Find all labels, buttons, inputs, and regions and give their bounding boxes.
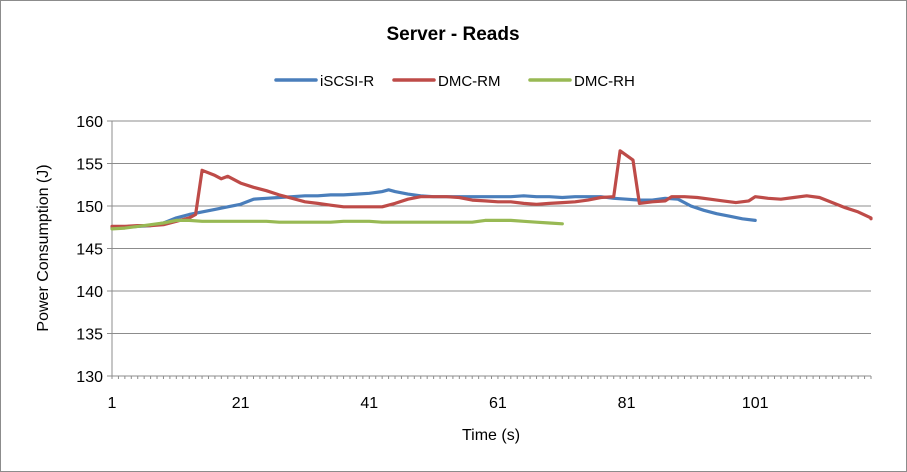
legend-label-iscsi-r: iSCSI-R: [320, 73, 374, 90]
y-tick-label: 130: [76, 369, 103, 386]
y-tick-label: 155: [76, 157, 103, 174]
series-lines: [110, 149, 873, 231]
x-tick-label: 101: [742, 395, 769, 412]
y-tick-label: 150: [76, 199, 103, 216]
x-tick-label: 81: [618, 395, 636, 412]
legend: iSCSI-R DMC-RM DMC-RH: [274, 73, 635, 90]
chart-title: Server - Reads: [386, 24, 519, 45]
y-tick-label: 160: [76, 114, 103, 131]
x-axis: 1 21 41 61 81 101: [108, 375, 872, 412]
x-tick-label: 21: [232, 395, 250, 412]
series-line-dmc-rh: [110, 218, 564, 231]
x-tick-label: 1: [108, 395, 117, 412]
gridlines: [112, 120, 871, 377]
x-axis-title: Time (s): [462, 427, 520, 444]
legend-label-dmc-rm: DMC-RM: [438, 73, 500, 90]
series-line-dmc-rm: [110, 149, 873, 228]
y-axis-title: Power Consumption (J): [35, 164, 52, 331]
y-tick-label: 140: [76, 284, 103, 301]
legend-label-dmc-rh: DMC-RH: [574, 73, 635, 90]
y-tick-label: 145: [76, 242, 103, 259]
y-axis: 130 135 140 145 150 155 160: [76, 114, 113, 386]
x-tick-label: 61: [489, 395, 507, 412]
y-tick-label: 135: [76, 327, 103, 344]
x-tick-label: 41: [360, 395, 378, 412]
